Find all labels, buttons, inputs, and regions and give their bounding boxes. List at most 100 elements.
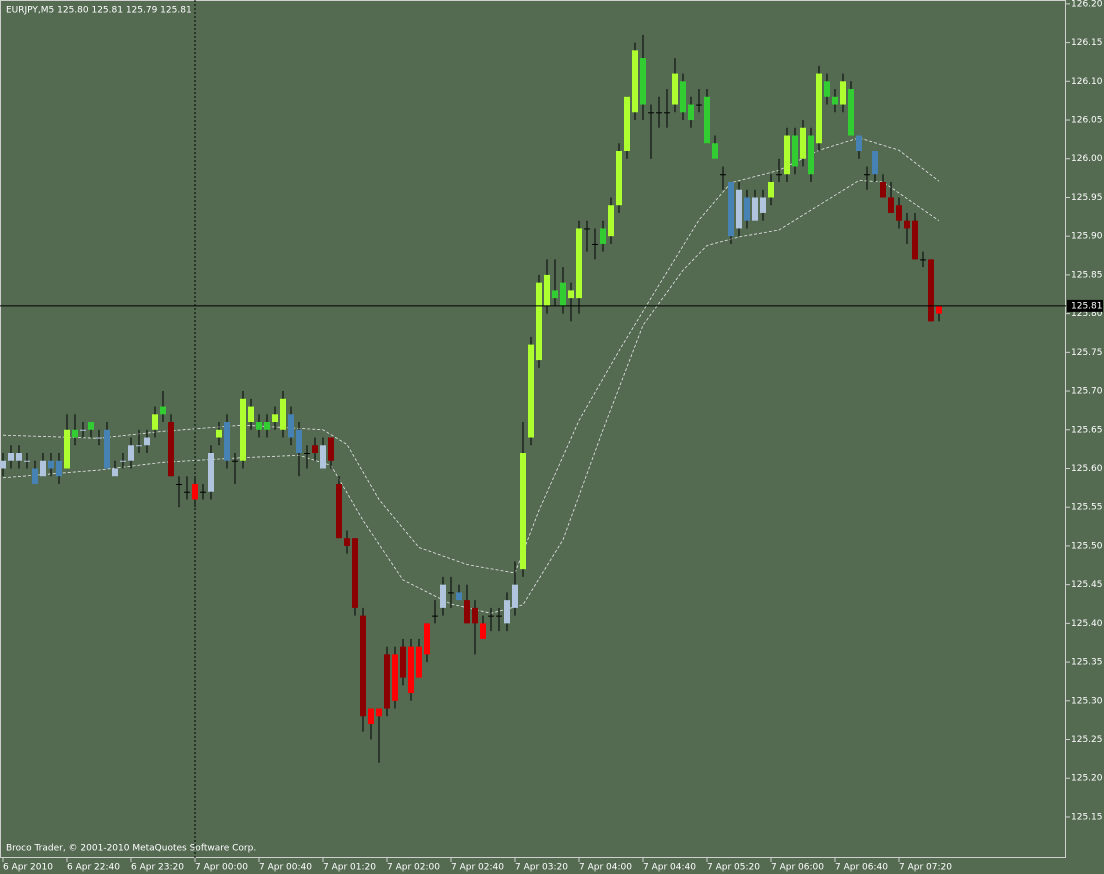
y-tick-label: 126.15 [1071, 38, 1103, 48]
y-tick-label: 125.70 [1071, 387, 1103, 397]
candle-body [832, 96, 838, 105]
x-tick-label: 7 Apr 04:40 [643, 863, 696, 873]
candle-body [528, 344, 534, 438]
candle-body [520, 453, 526, 570]
x-tick-label: 7 Apr 02:00 [387, 863, 440, 873]
candle-body [744, 197, 750, 221]
candle-body [800, 127, 806, 159]
candle-body [736, 189, 742, 229]
candle-body [616, 151, 622, 206]
candle-body [568, 290, 574, 299]
candle-body [496, 615, 502, 617]
y-tick-label: 125.15 [1071, 812, 1103, 822]
candle-body [552, 290, 558, 299]
candle-body [408, 646, 414, 694]
candle-body [440, 584, 446, 608]
candle-body [32, 468, 38, 484]
candle-body [808, 135, 814, 175]
candle-body [816, 73, 822, 144]
candle-body [352, 538, 358, 608]
candle-body [320, 445, 326, 469]
candle-body [56, 460, 62, 477]
chart-header: EURJPY,M5 125.80 125.81 125.79 125.81 [6, 6, 192, 16]
candle-body [488, 615, 494, 617]
candle-body [504, 600, 510, 624]
candle-body [432, 615, 438, 617]
candle-body [128, 445, 134, 461]
y-tick-label: 125.25 [1071, 735, 1103, 745]
candle-body [240, 398, 246, 461]
candle-body [400, 646, 406, 678]
candle-body [848, 89, 854, 136]
y-tick-label: 125.85 [1071, 270, 1103, 280]
y-tick-label: 126.20 [1071, 0, 1103, 9]
candle-body [232, 460, 238, 462]
candle-body [656, 112, 662, 114]
candle-body [424, 623, 430, 655]
candle-body [512, 584, 518, 608]
candle-body [200, 491, 206, 493]
candle-body [896, 205, 902, 221]
candle-body [472, 607, 478, 624]
candle-body [640, 58, 646, 105]
candle-body [704, 96, 710, 144]
candle-body [392, 654, 398, 701]
candle-body [752, 197, 758, 221]
candle-body [88, 422, 94, 430]
y-tick-label: 125.30 [1071, 696, 1103, 706]
candle-body [120, 460, 126, 462]
candle-body [288, 414, 294, 438]
x-tick-label: 7 Apr 07:20 [899, 863, 952, 873]
x-tick-label: 7 Apr 01:20 [323, 863, 376, 873]
candle-body [480, 623, 486, 639]
candle-body [792, 135, 798, 167]
candle-body [192, 483, 198, 500]
candle-body [784, 135, 790, 175]
candle-body [824, 81, 830, 97]
y-tick-label: 125.80 [1071, 309, 1103, 319]
candle-body [8, 453, 14, 461]
candle-body [360, 615, 366, 717]
candle-body [920, 259, 926, 261]
candle-body [464, 600, 470, 624]
candle-body [64, 429, 70, 469]
candle-body [160, 406, 166, 415]
y-tick-label: 125.75 [1071, 348, 1103, 358]
candle-body [840, 81, 846, 105]
candle-body [904, 220, 910, 229]
candle-body [152, 414, 158, 430]
candle-body [864, 174, 870, 176]
candle-body [760, 197, 766, 213]
candle-body [384, 654, 390, 709]
candle-body [40, 460, 46, 477]
candle-body [416, 646, 422, 678]
candle-body [888, 197, 894, 213]
candle-body [592, 243, 598, 245]
candle-body [560, 282, 566, 306]
candle-body [144, 437, 150, 446]
candle-body [912, 220, 918, 260]
y-tick-label: 126.00 [1071, 154, 1103, 164]
x-tick-label: 6 Apr 2010 [3, 863, 53, 873]
x-tick-label: 7 Apr 06:40 [835, 863, 888, 873]
candle-body [720, 174, 726, 176]
candle-body [456, 592, 462, 601]
y-tick-label: 125.50 [1071, 541, 1103, 551]
x-tick-label: 7 Apr 04:00 [579, 863, 632, 873]
candle-body [208, 453, 214, 492]
x-tick-label: 7 Apr 03:20 [515, 863, 568, 873]
candle-body [296, 429, 302, 454]
candle-body [280, 398, 286, 430]
candle-body [872, 151, 878, 175]
candle-body [688, 104, 694, 121]
y-tick-label: 125.95 [1071, 193, 1103, 203]
x-tick-label: 6 Apr 22:40 [67, 863, 120, 873]
candle-body [880, 181, 886, 198]
candle-body [256, 422, 262, 430]
candle-body [584, 228, 590, 230]
candle-body [224, 422, 230, 461]
x-tick-label: 6 Apr 23:20 [131, 863, 184, 873]
